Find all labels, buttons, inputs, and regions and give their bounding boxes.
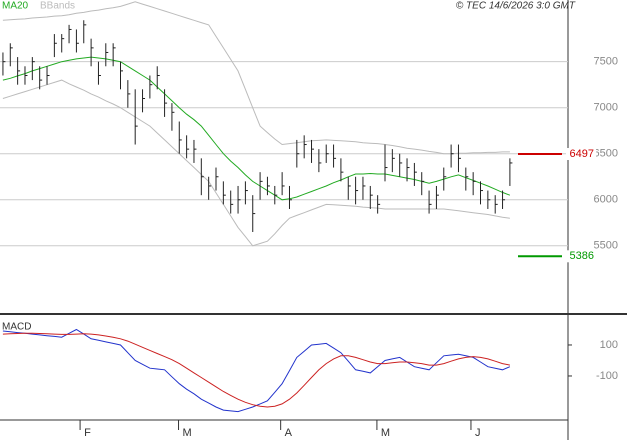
y-tick-label: 6500 [594,148,618,160]
x-tick-label: M [183,427,192,439]
source: © TEC 14/6/2026 3:0 GMT [456,1,576,12]
legend-ma20: MA20 [2,1,29,12]
ma20-line [2,56,511,201]
level-label: 5386 [570,250,594,262]
y-tick-label: 100 [600,339,618,351]
y-tick-label: -100 [596,370,618,382]
x-tick-label: M [381,427,390,439]
y-tick-label: 6000 [594,194,618,206]
macd-line [2,332,510,408]
legend-bbands: BBands [40,1,75,12]
macd-title: MACD [2,322,31,333]
x-tick-label: A [285,427,293,439]
level-label: 6497 [570,148,594,160]
y-tick-label: 5500 [594,240,618,252]
y-tick-label: 7000 [594,102,618,114]
bband-lower [2,79,510,247]
x-tick-label: J [475,427,481,439]
bband-upper [2,1,510,155]
x-tick-label: F [84,427,91,439]
y-tick-label: 7500 [594,56,618,68]
level-label-bg [566,148,596,161]
level-label-bg [566,250,596,263]
